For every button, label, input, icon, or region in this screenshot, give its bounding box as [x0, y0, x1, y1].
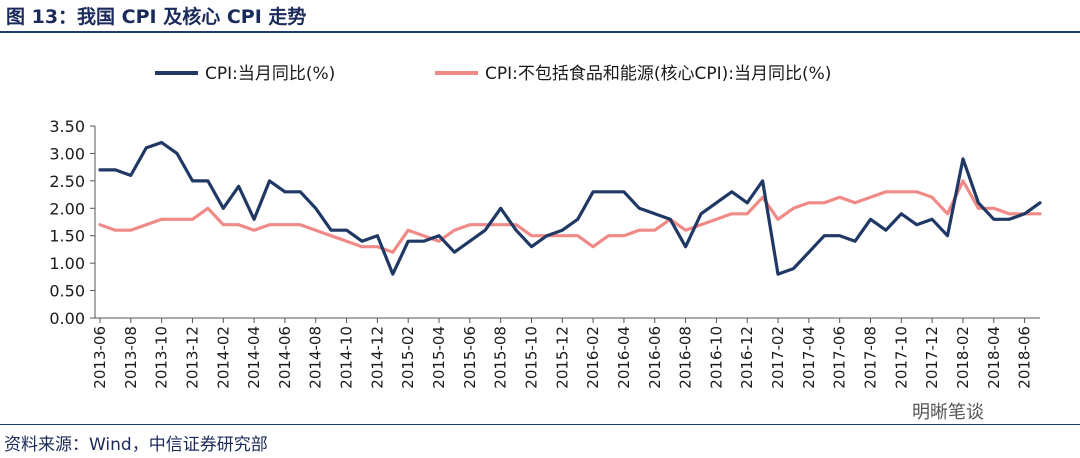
y-tick-label: 3.50	[49, 117, 85, 136]
x-tick-label: 2013-06	[91, 326, 109, 389]
x-tick-label: 2014-02	[214, 326, 232, 389]
y-tick-label: 0.00	[49, 309, 85, 328]
y-tick-label: 3.00	[49, 144, 85, 163]
x-tick-label: 2018-02	[954, 326, 972, 389]
legend-label-cpi: CPI:当月同比(%)	[205, 64, 335, 84]
x-tick-label: 2016-06	[646, 326, 664, 389]
x-tick-label: 2018-06	[1016, 326, 1034, 389]
x-tick-label: 2018-04	[985, 326, 1003, 389]
x-tick-label: 2017-04	[800, 326, 818, 389]
y-tick-label: 2.50	[49, 172, 85, 191]
x-tick-label: 2014-04	[245, 326, 263, 389]
y-tick-label: 1.50	[49, 227, 85, 246]
x-tick-label: 2016-08	[677, 326, 695, 389]
legend-label-core: CPI:不包括食品和能源(核心CPI):当月同比(%)	[485, 64, 831, 84]
x-tick-label: 2015-12	[553, 326, 571, 389]
watermark: 明晰笔谈	[912, 402, 984, 423]
x-tick-label: 2013-10	[153, 326, 171, 389]
line-chart: CPI:当月同比(%) CPI:不包括食品和能源(核心CPI):当月同比(%) …	[49, 64, 1042, 389]
x-tick-label: 2016-10	[707, 326, 725, 389]
x-tick-label: 2015-10	[522, 326, 540, 389]
x-tick-label: 2016-04	[615, 326, 633, 389]
y-tick-label: 0.50	[49, 282, 85, 301]
series-line-core	[98, 179, 1042, 254]
x-tick-label: 2017-12	[923, 326, 941, 389]
x-tick-label: 2017-10	[892, 326, 910, 389]
figure-title: 图 13：我国 CPI 及核心 CPI 走势	[6, 6, 307, 28]
x-tick-label: 2015-08	[492, 326, 510, 389]
x-tick-label: 2014-08	[307, 326, 325, 389]
y-tick-label: 2.00	[49, 199, 85, 218]
x-tick-label: 2014-10	[338, 326, 356, 389]
source-note: 资料来源：Wind，中信证券研究部	[4, 435, 268, 455]
series-line-cpi	[98, 140, 1042, 276]
x-tick-label: 2014-12	[368, 326, 386, 389]
x-tick-label: 2016-02	[584, 326, 602, 389]
x-tick-label: 2017-08	[861, 326, 879, 389]
y-axis: 0.00 0.50 1.00 1.50 2.00 2.50 3.00 3.50	[49, 117, 96, 328]
x-tick-label: 2013-08	[122, 326, 140, 389]
legend: CPI:当月同比(%) CPI:不包括食品和能源(核心CPI):当月同比(%)	[155, 64, 831, 84]
x-tick-label: 2017-02	[769, 326, 787, 389]
y-tick-label: 1.00	[49, 254, 85, 273]
x-tick-label: 2015-02	[399, 326, 417, 389]
title-rule	[0, 31, 1080, 33]
x-axis: 2013-06 2013-08 2013-10 2013-12 2014-02 2014-…	[91, 317, 1040, 389]
x-tick-label: 2015-06	[461, 326, 479, 389]
x-tick-label: 2015-04	[430, 326, 448, 389]
x-tick-label: 2013-12	[183, 326, 201, 389]
x-tick-label: 2014-06	[276, 326, 294, 389]
x-tick-label: 2017-06	[831, 326, 849, 389]
series-layer	[98, 140, 1042, 276]
x-tick-label: 2016-12	[738, 326, 756, 389]
source-rule	[0, 424, 1080, 425]
